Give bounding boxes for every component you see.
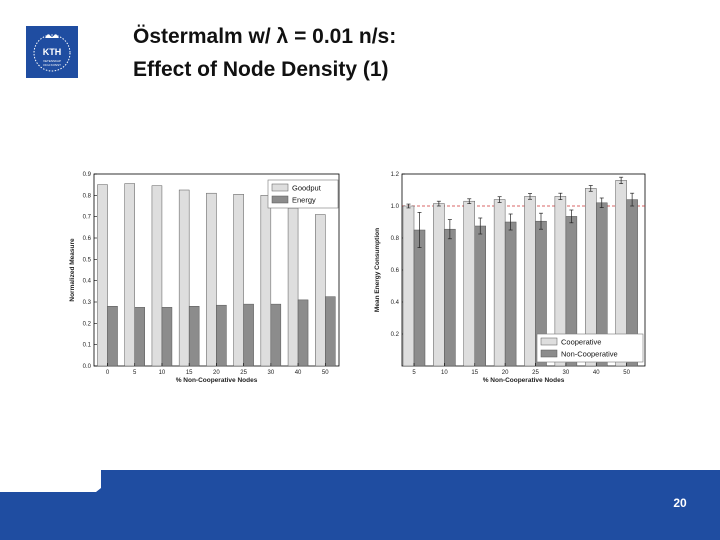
- right-chart-x-tick-label: 10: [441, 370, 448, 376]
- left-chart-bar-series2: [216, 304, 227, 367]
- left-chart-bar-series2: [107, 306, 118, 367]
- svg-text:OCH KONST: OCH KONST: [43, 63, 61, 67]
- right-chart-x-tick-label: 50: [623, 370, 630, 376]
- left-chart-y-tick-label: 0.5: [83, 257, 92, 263]
- left-chart-legend-label: Goodput: [292, 184, 322, 193]
- left-chart-y-tick-label: 0.6: [83, 236, 92, 242]
- right-chart-y-tick-label: 0.6: [391, 268, 400, 274]
- right-chart-legend-label: Non-Cooperative: [561, 350, 618, 359]
- right-chart-legend-label: Cooperative: [561, 338, 601, 347]
- right-chart-bar-series1: [524, 196, 536, 367]
- kth-emblem: KTH VETENSKAP OCH KONST: [33, 34, 71, 72]
- left-chart-legend-swatch: [271, 195, 289, 204]
- left-chart-y-tick-label: 0.4: [83, 279, 92, 285]
- left-chart-bar-series2: [270, 303, 282, 367]
- left-chart-x-tick-label: 20: [213, 370, 220, 376]
- left-chart-y-tick-label: 0.7: [83, 215, 92, 221]
- left-chart-bar-series2: [161, 307, 173, 367]
- left-chart-bar-series2: [188, 306, 200, 367]
- left-chart-bar-series1: [287, 207, 299, 367]
- right-chart-x-tick-label: 20: [502, 370, 509, 376]
- kth-logo: KTH VETENSKAP OCH KONST: [26, 26, 78, 78]
- left-chart-bar-series1: [178, 189, 190, 367]
- left-chart-x-tick-label: 15: [186, 370, 193, 376]
- right-chart-x-axis-label: % Non-Cooperative Nodes: [483, 377, 565, 384]
- right-chart-x-tick-label: 40: [593, 370, 600, 376]
- left-chart-bar-series2: [325, 296, 336, 367]
- left-chart-y-tick-label: 0.8: [83, 193, 92, 199]
- right-chart-x-tick-label: 25: [532, 370, 539, 376]
- left-chart-bar-series1: [151, 185, 163, 367]
- right-chart-y-tick-label: 0.4: [391, 300, 400, 306]
- right-chart-y-tick-label: 1.2: [391, 172, 400, 178]
- title-line-2: Effect of Node Density (1): [133, 58, 389, 81]
- goodput-energy-chart-svg: 0.0 0.1 0.2 0.3 0.4 0.5 0.6 0.7 0.8 0.9 0 5 10 15 20 25…: [69, 172, 340, 384]
- right-chart-y-tick-label: 1.0: [391, 204, 400, 210]
- right-chart-bar-series1: [433, 203, 445, 367]
- page-number: 20: [673, 496, 687, 510]
- right-chart-bar-series2: [444, 228, 456, 367]
- left-chart-x-tick-label: 10: [159, 370, 166, 376]
- left-chart-bar-series1: [233, 194, 244, 367]
- right-chart-y-tick-label: 0.2: [391, 332, 400, 338]
- left-chart-legend-label: Energy: [292, 196, 316, 205]
- svg-text:KTH: KTH: [43, 47, 62, 57]
- left-chart-y-tick-label: 0.0: [83, 364, 92, 370]
- left-chart-x-tick-label: 40: [295, 370, 302, 376]
- left-chart-x-axis-label: % Non-Cooperative Nodes: [176, 377, 258, 384]
- left-chart-x-tick-label: 5: [133, 370, 137, 376]
- left-chart-bar-series1: [260, 195, 272, 367]
- right-chart-legend-swatch: [540, 337, 558, 346]
- right-chart-bar-series1: [402, 205, 415, 367]
- right-chart-x-tick-label: 5: [412, 370, 416, 376]
- right-chart-legend-swatch: [540, 349, 558, 358]
- left-chart-y-tick-label: 0.1: [83, 343, 92, 349]
- left-chart-y-tick-label: 0.2: [83, 321, 92, 327]
- left-chart-bar-series2: [243, 303, 254, 367]
- left-chart-y-tick-label: 0.3: [83, 300, 92, 306]
- right-chart-bar-series1: [493, 199, 506, 367]
- left-chart-bar-series2: [297, 299, 309, 367]
- left-chart-y-axis-label: Normalized Measure: [69, 238, 76, 302]
- slide-title: Östermalm w/ λ = 0.01 n/s: Effect of Nod…: [133, 20, 396, 86]
- goodput-energy-chart: 0.0 0.1 0.2 0.3 0.4 0.5 0.6 0.7 0.8 0.9 0 5 10 15 20 25…: [62, 160, 352, 392]
- left-chart-x-tick-label: 50: [322, 370, 329, 376]
- mean-energy-chart: 0.2 0.4 0.6 0.8 1.0 1.2 5 10 15 20 25 30 40 50 % Non-C…: [368, 160, 650, 392]
- left-chart-bar-series2: [134, 307, 145, 367]
- left-chart-x-tick-label: 0: [106, 370, 110, 376]
- left-chart-bar-series1: [315, 214, 326, 367]
- left-chart-x-tick-label: 30: [267, 370, 274, 376]
- right-chart-y-tick-label: 0.8: [391, 236, 400, 242]
- title-line-1: Östermalm w/ λ = 0.01 n/s:: [133, 25, 397, 48]
- right-chart-bar-series2: [504, 221, 517, 367]
- left-chart-legend-swatch: [271, 183, 289, 192]
- footer-band: [0, 470, 720, 540]
- left-chart-bar-series1: [124, 183, 135, 367]
- right-chart-bar-series1: [463, 200, 475, 367]
- left-chart-bar-series1: [206, 192, 217, 367]
- right-chart-x-tick-label: 30: [563, 370, 570, 376]
- svg-text:VETENSKAP: VETENSKAP: [43, 59, 61, 63]
- right-chart-bar-series2: [413, 229, 426, 367]
- mean-energy-chart-svg: 0.2 0.4 0.6 0.8 1.0 1.2 5 10 15 20 25 30 40 50 % Non-C…: [374, 172, 646, 384]
- right-chart-bar-series2: [474, 225, 486, 367]
- left-chart-bar-series1: [97, 184, 108, 367]
- left-chart-x-tick-label: 25: [240, 370, 247, 376]
- left-chart-y-tick-label: 0.9: [83, 172, 92, 178]
- right-chart-y-axis-label: Mean Energy Consumption: [374, 228, 381, 312]
- right-chart-x-tick-label: 15: [471, 370, 478, 376]
